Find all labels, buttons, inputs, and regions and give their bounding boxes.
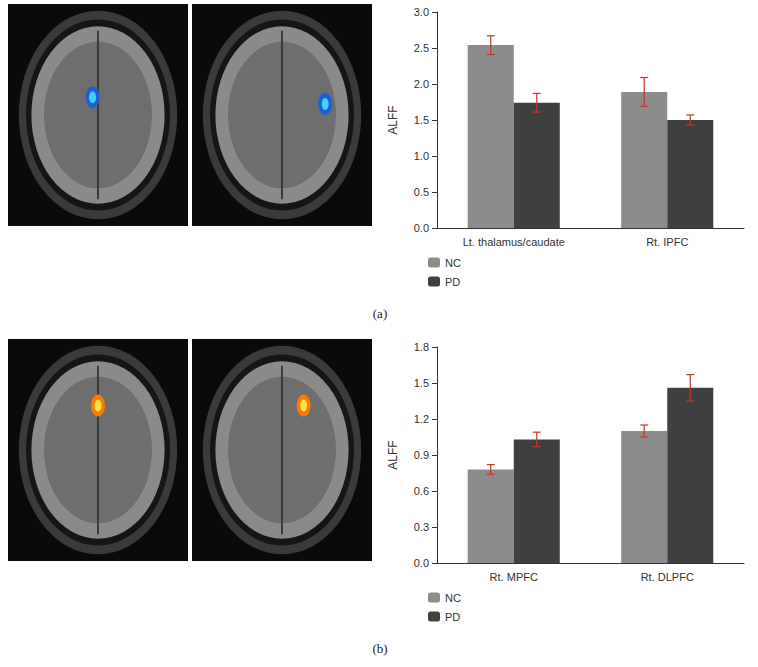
svg-text:0.5: 0.5 [414,186,429,198]
svg-text:ALFF: ALFF [386,440,400,469]
svg-text:0.9: 0.9 [414,449,429,461]
svg-text:PD: PD [445,611,460,623]
svg-text:1.2: 1.2 [414,413,429,425]
html-text:(b): (b) [372,641,388,656]
svg-text:0.6: 0.6 [414,485,429,497]
svg-text:NC: NC [445,257,461,269]
svg-text:Lt. thalamus/caudate: Lt. thalamus/caudate [463,236,565,248]
svg-text:1.5: 1.5 [414,377,429,389]
svg-text:0.0: 0.0 [414,222,429,234]
svg-text:NC: NC [445,592,461,604]
svg-text:Rt. MPFC: Rt. MPFC [490,571,538,583]
svg-text:1.8: 1.8 [414,341,429,353]
svg-text:3.0: 3.0 [414,6,429,18]
svg-text:0.0: 0.0 [414,557,429,569]
svg-text:ALFF: ALFF [386,105,400,134]
svg-text:0.3: 0.3 [414,521,429,533]
svg-text:2.0: 2.0 [414,78,429,90]
svg-text:Rt. IPFC: Rt. IPFC [646,236,688,248]
svg-text:1.5: 1.5 [414,114,429,126]
svg-text:PD: PD [445,276,460,288]
svg-text:1.0: 1.0 [414,150,429,162]
svg-text:Rt. DLPFC: Rt. DLPFC [641,571,694,583]
html-text:(a): (a) [372,306,388,321]
svg-text:2.5: 2.5 [414,42,429,54]
